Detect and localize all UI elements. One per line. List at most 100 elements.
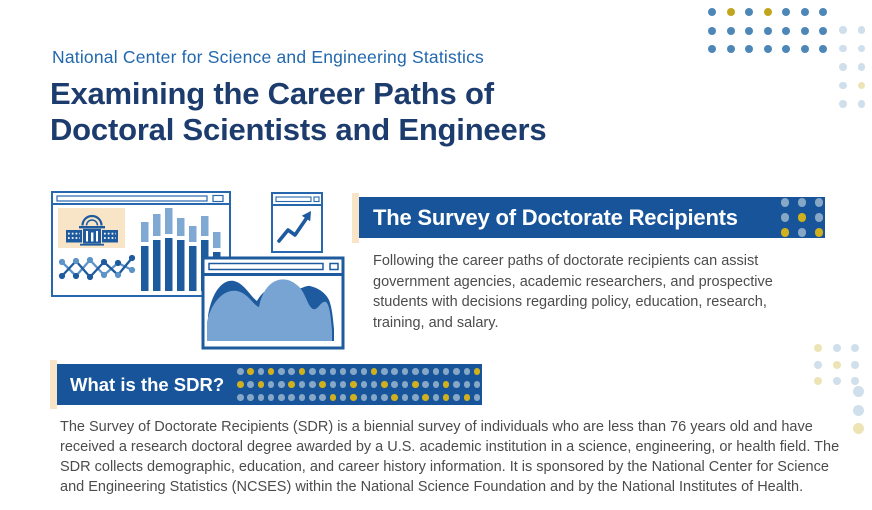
decorative-dot bbox=[370, 368, 378, 375]
decorative-dot bbox=[473, 381, 481, 388]
decorative-dot bbox=[422, 381, 429, 388]
agency-name: National Center for Science and Engineer… bbox=[52, 47, 485, 67]
decorative-dot bbox=[800, 8, 809, 16]
survey-section-heading: The Survey of Doctorate Recipients bbox=[373, 204, 738, 230]
decorative-dot bbox=[257, 381, 265, 388]
decorative-dot bbox=[814, 213, 823, 222]
decorative-dot bbox=[857, 100, 865, 108]
decorative-dot bbox=[381, 381, 388, 388]
decorative-dot bbox=[412, 368, 419, 375]
decorative-dot bbox=[339, 381, 347, 388]
area-chart-window bbox=[201, 256, 345, 350]
decorative-dot bbox=[814, 344, 822, 352]
decorative-dot bbox=[257, 368, 265, 375]
decorative-dot bbox=[298, 381, 306, 388]
decorative-dot bbox=[851, 360, 859, 369]
decorative-dot bbox=[782, 26, 790, 35]
decorative-dot bbox=[288, 368, 295, 375]
mid-right-dot-column bbox=[853, 386, 864, 434]
decorative-dot bbox=[839, 100, 847, 108]
decorative-dot bbox=[853, 386, 864, 397]
sdr-section-body: The Survey of Doctorate Recipients (SDR)… bbox=[60, 419, 840, 495]
decorative-dot bbox=[237, 381, 244, 388]
trend-arrow-window bbox=[271, 192, 323, 253]
decorative-dot bbox=[473, 394, 481, 401]
decorative-dot bbox=[726, 45, 735, 53]
decorative-dot bbox=[453, 368, 460, 375]
page-title-line2: Doctoral Scientists and Engineers bbox=[50, 112, 547, 147]
decorative-dot bbox=[745, 26, 753, 35]
decorative-dot bbox=[309, 381, 316, 388]
decorative-dot bbox=[442, 381, 450, 388]
decorative-dot bbox=[339, 394, 347, 401]
decorative-dot bbox=[814, 360, 822, 369]
decorative-dot bbox=[763, 26, 772, 35]
peach-accent-sdr bbox=[50, 360, 57, 409]
decorative-dot bbox=[814, 198, 823, 207]
decorative-dot bbox=[412, 394, 419, 401]
decorative-dot bbox=[851, 377, 859, 385]
decorative-dot bbox=[278, 368, 285, 375]
decorative-dot bbox=[278, 394, 285, 401]
decorative-dot bbox=[857, 44, 865, 52]
survey-banner-dot-grid bbox=[780, 198, 823, 237]
decorative-dot bbox=[797, 198, 806, 207]
decorative-dot bbox=[329, 394, 337, 401]
peach-accent-survey bbox=[352, 193, 359, 243]
decorative-dot bbox=[370, 381, 378, 388]
decorative-dot bbox=[857, 63, 865, 71]
survey-section-body: Following the career paths of doctorate … bbox=[373, 253, 773, 331]
decorative-dot bbox=[329, 368, 337, 375]
decorative-dot bbox=[350, 381, 357, 388]
decorative-dot bbox=[853, 404, 864, 416]
decorative-dot bbox=[319, 394, 326, 401]
decorative-dot bbox=[782, 8, 790, 16]
decorative-dot bbox=[422, 394, 429, 401]
decorative-dot bbox=[797, 213, 806, 222]
decorative-dot bbox=[267, 381, 275, 388]
decorative-dot bbox=[463, 394, 471, 401]
decorative-dot bbox=[278, 381, 285, 388]
sdr-banner-dot-grid bbox=[237, 368, 481, 401]
decorative-dot bbox=[763, 45, 772, 53]
decorative-dot bbox=[298, 394, 306, 401]
decorative-dot bbox=[309, 368, 316, 375]
dashboard-windows-illustration bbox=[51, 191, 345, 350]
decorative-dot bbox=[401, 394, 409, 401]
decorative-dot bbox=[247, 394, 254, 401]
survey-section-banner: The Survey of Doctorate Recipients bbox=[359, 197, 825, 238]
decorative-dot bbox=[412, 381, 419, 388]
decorative-dot bbox=[839, 63, 847, 71]
decorative-dot bbox=[257, 394, 265, 401]
decorative-dot bbox=[453, 394, 460, 401]
decorative-dot bbox=[391, 394, 398, 401]
decorative-dot bbox=[288, 381, 295, 388]
area-chart-light-series bbox=[207, 279, 332, 341]
decorative-dot bbox=[853, 423, 864, 434]
decorative-dot bbox=[839, 81, 847, 89]
decorative-dot bbox=[432, 394, 440, 401]
decorative-dot bbox=[780, 213, 789, 222]
decorative-dot bbox=[422, 368, 429, 375]
network-chart-icon bbox=[58, 254, 136, 281]
decorative-dot bbox=[360, 368, 368, 375]
decorative-dot bbox=[708, 8, 716, 16]
decorative-dot bbox=[819, 45, 827, 53]
decorative-dot bbox=[819, 26, 827, 35]
decorative-dot bbox=[432, 381, 440, 388]
decorative-dot bbox=[237, 394, 244, 401]
decorative-dot bbox=[708, 45, 716, 53]
top-right-dot-grid bbox=[708, 8, 827, 53]
decorative-dot bbox=[857, 26, 865, 34]
decorative-dot bbox=[800, 26, 809, 35]
decorative-dot bbox=[797, 228, 806, 237]
decorative-dot bbox=[350, 368, 357, 375]
decorative-dot bbox=[237, 368, 244, 375]
decorative-dot bbox=[339, 368, 347, 375]
decorative-dot bbox=[780, 198, 789, 207]
mid-right-dot-grid bbox=[814, 344, 859, 385]
decorative-dot bbox=[247, 368, 254, 375]
decorative-dot bbox=[782, 45, 790, 53]
decorative-dot bbox=[463, 368, 471, 375]
